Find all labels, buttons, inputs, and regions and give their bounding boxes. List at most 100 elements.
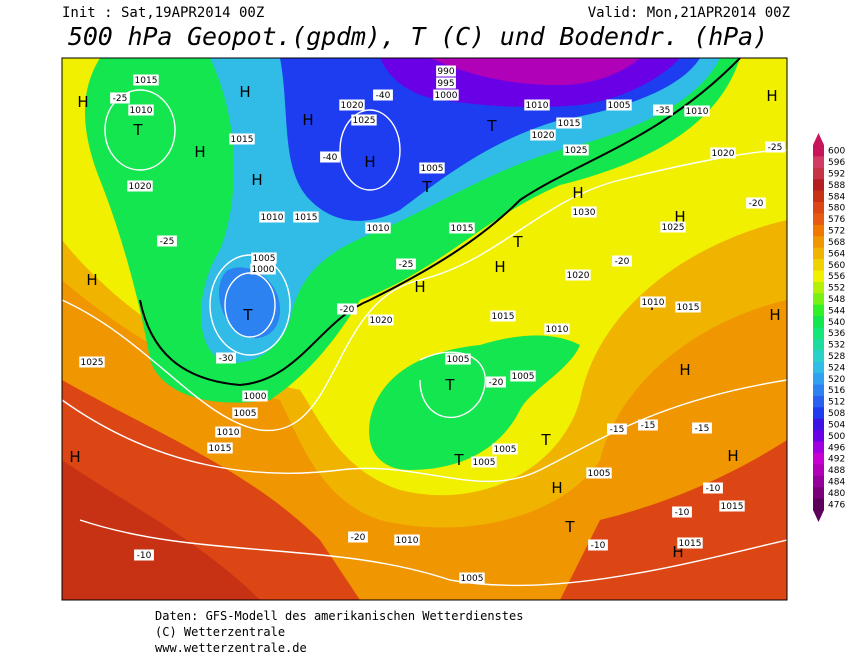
isobar-label: 1005 (588, 469, 611, 479)
isobar-label-bg (128, 104, 154, 116)
isobar-label: 1000 (244, 392, 267, 402)
colorbar-swatch (813, 407, 824, 420)
colorbar-swatch (813, 247, 824, 260)
isobar-label-bg (229, 133, 255, 145)
isobar-label-bg (339, 99, 365, 111)
colorbar-swatch (813, 281, 824, 294)
temperature-label: -15 (641, 421, 656, 431)
temperature-label: -25 (160, 237, 175, 247)
colorbar-label: 576 (828, 215, 845, 225)
isobar-label: 1005 (253, 254, 276, 264)
isobar-label-bg (215, 426, 241, 438)
colorbar-label: 520 (828, 375, 845, 385)
temperature-label: -25 (768, 143, 783, 153)
isobar-label-bg (127, 180, 153, 192)
temperature-label-bg (110, 92, 130, 104)
isobar-label-bg (684, 105, 710, 117)
colorbar-swatch (813, 224, 824, 237)
pressure-center: T (242, 306, 253, 324)
isobar-label-bg (530, 129, 556, 141)
isobar-label: 1020 (712, 149, 735, 159)
pressure-center: H (572, 184, 583, 202)
isobar-label-bg (471, 456, 497, 468)
isobar-label-bg (719, 500, 745, 512)
colorbar-label: 560 (828, 261, 845, 271)
pressure-center: T (132, 121, 143, 139)
colorbar-label: 500 (828, 432, 845, 442)
colorbar-swatch (813, 167, 824, 180)
isobar-label: 1005 (473, 458, 496, 468)
temperature-label: -20 (489, 378, 504, 388)
isobar-label-bg (510, 370, 536, 382)
pressure-center: T (564, 518, 575, 536)
pressure-center: H (364, 153, 375, 171)
temperature-label-bg (703, 482, 723, 494)
isobar-label: 1030 (573, 208, 596, 218)
isobar-label-bg (677, 537, 703, 549)
colorbar-label: 564 (828, 249, 845, 259)
colorbar-swatch (813, 338, 824, 351)
isobar-label: 1015 (492, 312, 515, 322)
isobar-label: 1005 (494, 445, 517, 455)
temperature-label-bg (692, 422, 712, 434)
colorbar-label: 528 (828, 352, 845, 362)
isobar-label: 1015 (295, 213, 318, 223)
colorbar-label: 508 (828, 409, 845, 419)
temperature-label-bg (348, 531, 368, 543)
isobar-label-bg (436, 65, 456, 77)
isobar-label: 1025 (565, 146, 588, 156)
colorbar-swatch (813, 190, 824, 203)
pressure-center: T (421, 178, 432, 196)
temperature-label: -10 (706, 484, 721, 494)
colorbar-swatch (813, 293, 824, 306)
isobar-label: 1010 (130, 106, 153, 116)
colorbar-cap (813, 133, 824, 145)
pressure-center: H (494, 258, 505, 276)
pressure-center: H (766, 87, 777, 105)
isobar-label-bg (710, 147, 736, 159)
temperature-label-bg (765, 141, 785, 153)
colorbar-swatch (813, 373, 824, 386)
isobar-label-bg (250, 263, 276, 275)
colorbar-label: 484 (828, 477, 845, 487)
pressure-center: T (512, 233, 523, 251)
temperature-label: -40 (376, 91, 391, 101)
isobar-label: 1015 (679, 539, 702, 549)
footer-line: Daten: GFS-Modell des amerikanischen Wet… (155, 609, 523, 623)
pressure-center: H (194, 143, 205, 161)
temperature-label: -20 (351, 533, 366, 543)
colorbar-swatch (813, 259, 824, 271)
colorbar-label: 556 (828, 272, 845, 282)
isobar-label: 1010 (642, 298, 665, 308)
isobar-label: 1020 (567, 271, 590, 281)
isobar-label-bg (606, 99, 632, 111)
colorbar-swatch (813, 441, 824, 454)
isobar-label-bg (232, 407, 258, 419)
isobar-label: 1010 (526, 101, 549, 111)
isobar-label: 1005 (447, 355, 470, 365)
isobar-label: 1015 (231, 135, 254, 145)
isobar-label: 1015 (558, 119, 581, 129)
isobar-label: 1020 (129, 182, 152, 192)
isobar-label: 1010 (367, 224, 390, 234)
colorbar-swatch (813, 487, 824, 500)
colorbar-label: 516 (828, 386, 845, 396)
isobar-label-bg (571, 206, 597, 218)
isobar-label: 1005 (234, 409, 257, 419)
isobar-label-bg (640, 296, 666, 308)
footer-line: (C) Wetterzentrale (155, 625, 285, 639)
isobar-label-bg (586, 467, 612, 479)
isobar-label: 1015 (451, 224, 474, 234)
temperature-label: -25 (399, 260, 414, 270)
isobar-label: 1005 (512, 372, 535, 382)
colorbar-label: 488 (828, 466, 845, 476)
temperature-label: -30 (219, 354, 234, 364)
isobar-label: 1020 (532, 131, 555, 141)
map-field (62, 58, 787, 600)
isobar-label-bg (368, 314, 394, 326)
isobar-label-bg (565, 269, 591, 281)
colorbar-label: 536 (828, 329, 845, 339)
temperature-label-bg (746, 197, 766, 209)
isobar-label: 1025 (81, 358, 104, 368)
